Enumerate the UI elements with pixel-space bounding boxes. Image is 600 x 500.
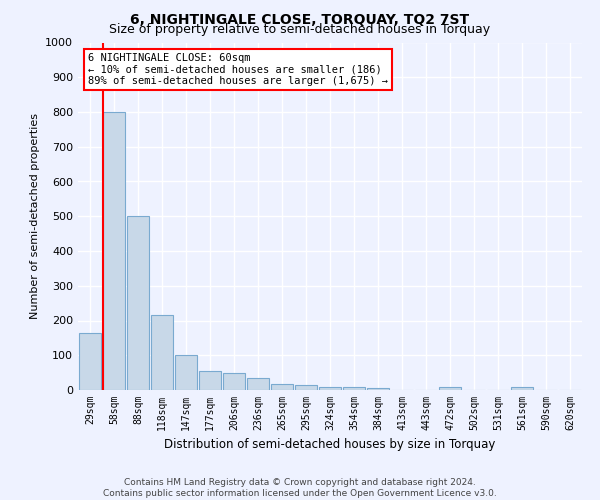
Text: Contains HM Land Registry data © Crown copyright and database right 2024.
Contai: Contains HM Land Registry data © Crown c… [103,478,497,498]
Bar [151,316,173,390]
Bar [271,384,293,390]
Bar [175,355,197,390]
Bar [199,371,221,390]
Bar [247,378,269,390]
X-axis label: Distribution of semi-detached houses by size in Torquay: Distribution of semi-detached houses by … [164,438,496,452]
Bar [343,387,365,390]
Bar [223,372,245,390]
Bar [127,216,149,390]
Y-axis label: Number of semi-detached properties: Number of semi-detached properties [29,114,40,320]
Text: Size of property relative to semi-detached houses in Torquay: Size of property relative to semi-detach… [109,22,491,36]
Bar [511,387,533,390]
Bar [79,332,101,390]
Bar [295,386,317,390]
Bar [367,388,389,390]
Bar [439,387,461,390]
Bar [319,386,341,390]
Bar [103,112,125,390]
Text: 6, NIGHTINGALE CLOSE, TORQUAY, TQ2 7ST: 6, NIGHTINGALE CLOSE, TORQUAY, TQ2 7ST [130,12,470,26]
Text: 6 NIGHTINGALE CLOSE: 60sqm
← 10% of semi-detached houses are smaller (186)
89% o: 6 NIGHTINGALE CLOSE: 60sqm ← 10% of semi… [88,53,388,86]
